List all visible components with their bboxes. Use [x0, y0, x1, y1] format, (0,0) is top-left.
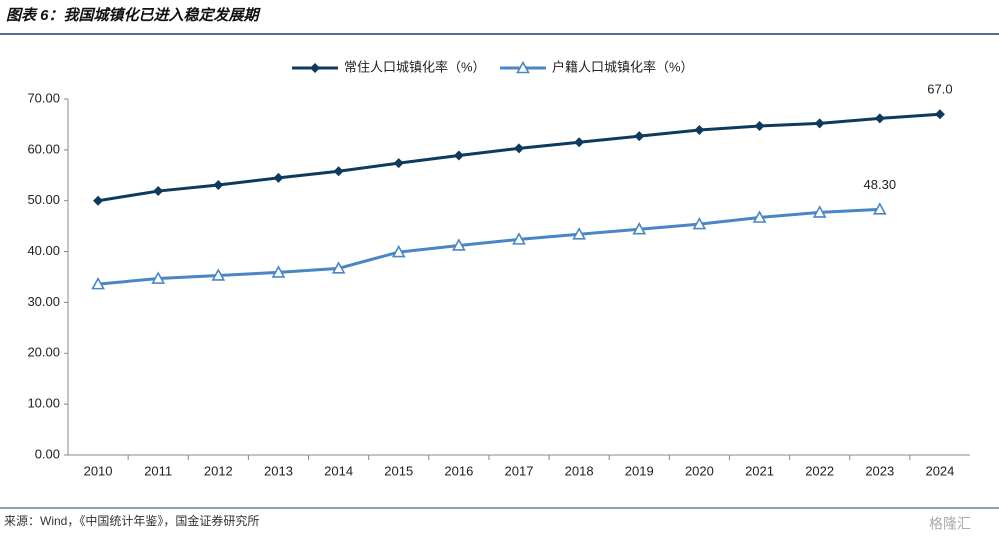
point-marker — [514, 143, 524, 154]
y-tick-label: 30.00 — [27, 294, 60, 309]
y-tick-label: 40.00 — [27, 243, 60, 258]
y-tick-label: 0.00 — [35, 446, 60, 461]
point-marker — [694, 125, 705, 136]
y-tick-label: 70.00 — [27, 90, 60, 105]
legend-label: 常住人口城镇化率（%） — [344, 59, 486, 74]
point-marker — [91, 276, 105, 290]
point-marker — [333, 166, 344, 177]
point-marker — [574, 137, 585, 148]
point-marker — [812, 205, 827, 218]
point-marker — [814, 118, 825, 129]
point-marker — [634, 131, 645, 142]
x-tick-label: 2024 — [925, 463, 954, 478]
point-marker — [213, 179, 224, 190]
x-tick-label: 2010 — [84, 463, 113, 478]
x-tick-label: 2023 — [865, 463, 894, 478]
chart-title: 图表 6：我国城镇化已进入稳定发展期 — [6, 6, 262, 24]
series-line — [97, 207, 880, 286]
point-marker — [934, 109, 945, 120]
point-marker — [391, 244, 406, 258]
point-marker — [572, 227, 586, 240]
legend-label: 户籍人口城镇化率（%） — [552, 59, 694, 74]
series-line — [97, 112, 941, 203]
point-marker — [453, 150, 464, 161]
point-marker — [151, 271, 166, 284]
x-tick-label: 2016 — [444, 463, 473, 478]
point-marker — [310, 63, 320, 73]
x-tick-label: 2021 — [745, 463, 774, 478]
point-marker — [874, 113, 885, 124]
x-tick-label: 2022 — [805, 463, 834, 478]
point-marker — [452, 238, 466, 251]
point-marker — [153, 186, 164, 197]
point-marker — [211, 268, 226, 281]
data-label: 48.30 — [864, 177, 897, 192]
source-note: 来源：Wind，《中国统计年鉴》，国金证券研究所 — [4, 513, 259, 528]
point-marker — [754, 120, 765, 131]
point-marker — [872, 202, 887, 215]
x-tick-label: 2011 — [144, 463, 172, 478]
data-label: 67.0 — [927, 82, 952, 97]
y-tick-label: 50.00 — [27, 192, 60, 207]
x-tick-label: 2012 — [204, 463, 233, 478]
point-marker — [271, 265, 286, 278]
x-tick-label: 2017 — [505, 463, 534, 478]
x-tick-label: 2015 — [384, 463, 413, 478]
point-marker — [516, 60, 530, 74]
point-marker — [273, 172, 284, 183]
point-marker — [331, 261, 346, 274]
point-marker — [632, 222, 647, 235]
x-tick-label: 2013 — [264, 463, 293, 478]
x-tick-label: 2014 — [324, 463, 353, 478]
y-tick-label: 60.00 — [27, 141, 60, 156]
point-marker — [512, 232, 526, 245]
x-tick-label: 2018 — [565, 463, 594, 478]
point-marker — [692, 216, 707, 230]
watermark: 格隆汇 — [929, 516, 971, 532]
y-tick-label: 10.00 — [27, 396, 60, 411]
y-tick-label: 20.00 — [27, 345, 60, 360]
x-tick-label: 2019 — [625, 463, 654, 478]
point-marker — [393, 158, 404, 169]
point-marker — [93, 195, 104, 206]
x-tick-label: 2020 — [685, 463, 714, 478]
point-marker — [752, 210, 767, 223]
